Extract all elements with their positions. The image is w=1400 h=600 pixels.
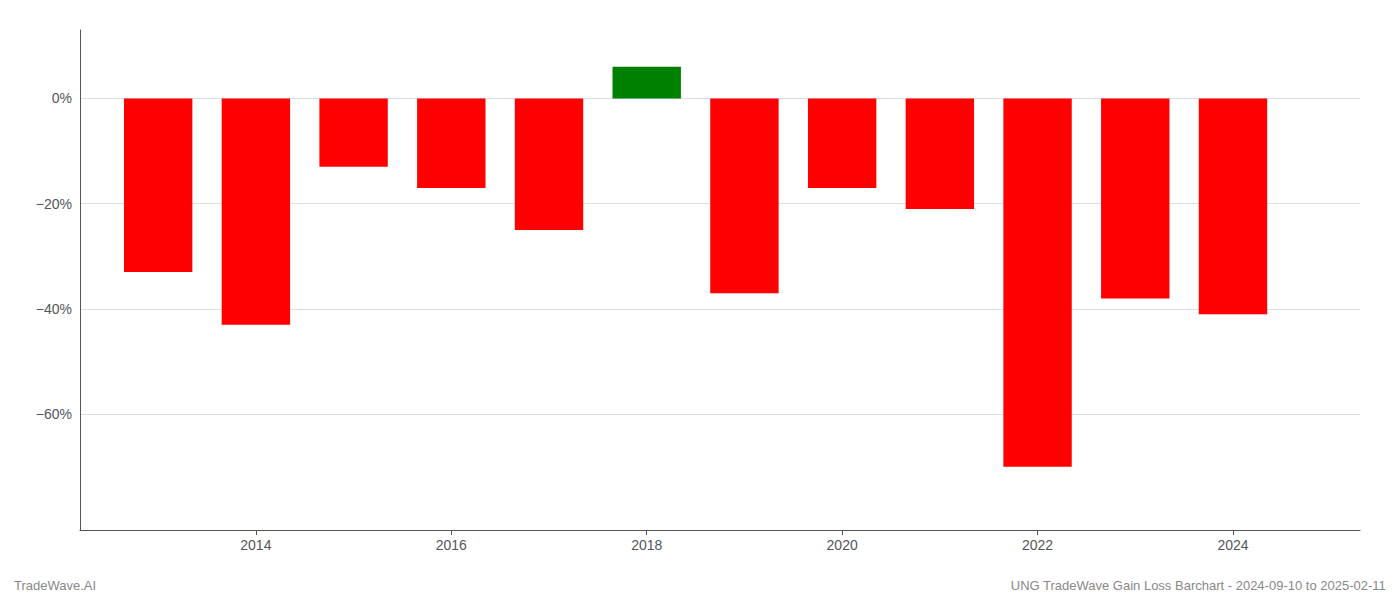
- svg-text:UNG TradeWave Gain Loss Barcha: UNG TradeWave Gain Loss Barchart - 2024-…: [1011, 578, 1386, 593]
- svg-text:2022: 2022: [1022, 537, 1053, 553]
- svg-text:−60%: −60%: [36, 406, 72, 422]
- svg-text:2014: 2014: [240, 537, 271, 553]
- svg-text:TradeWave.AI: TradeWave.AI: [14, 578, 96, 593]
- svg-text:−20%: −20%: [36, 196, 72, 212]
- svg-text:0%: 0%: [52, 90, 72, 106]
- svg-text:2016: 2016: [436, 537, 467, 553]
- svg-text:2018: 2018: [631, 537, 662, 553]
- svg-text:2020: 2020: [827, 537, 858, 553]
- svg-text:2024: 2024: [1217, 537, 1248, 553]
- svg-text:−40%: −40%: [36, 301, 72, 317]
